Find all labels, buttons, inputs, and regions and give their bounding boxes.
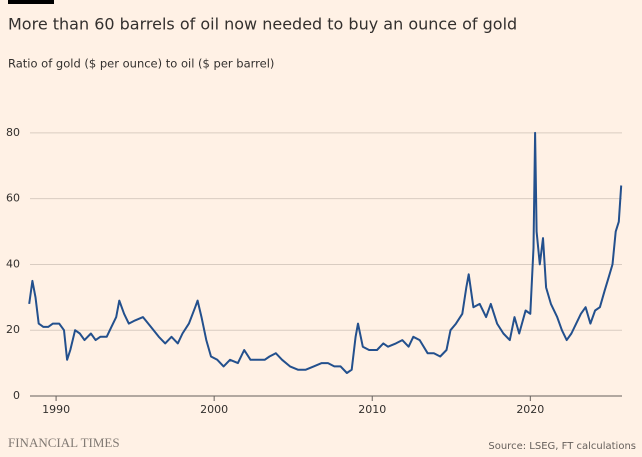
x-tick-label: 2010 [358,403,386,416]
data-line [28,131,623,374]
title-bar [8,0,54,4]
x-tick-label: 2000 [200,403,228,416]
x-tick-label: 2020 [516,403,544,416]
y-tick-label: 40 [6,257,20,270]
chart-title: More than 60 barrels of oil now needed t… [8,15,517,34]
source: Source: LSEG, FT calculations [488,441,636,452]
y-tick-label: 0 [13,389,20,402]
publisher: FINANCIAL TIMES [8,435,120,450]
x-tick-label: 1990 [42,403,70,416]
chart-subtitle: Ratio of gold ($ per ounce) to oil ($ pe… [8,57,274,71]
y-tick-label: 60 [6,192,20,205]
y-tick-label: 80 [6,126,20,139]
y-tick-label: 20 [6,323,20,336]
